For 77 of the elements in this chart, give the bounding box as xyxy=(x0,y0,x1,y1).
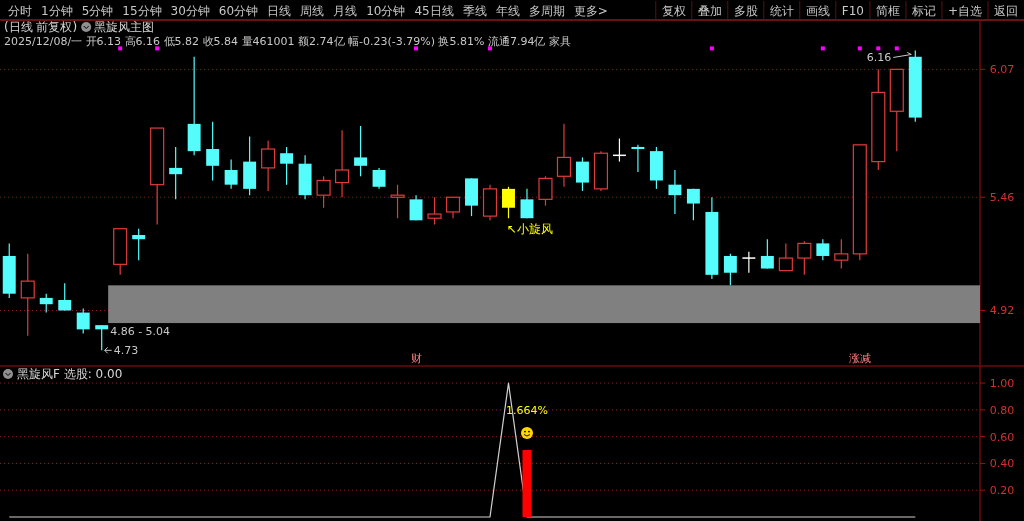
text: 季线 xyxy=(462,4,487,18)
text: 周线 xyxy=(300,4,325,18)
text: 叠加 xyxy=(697,4,722,18)
text: F10 xyxy=(841,4,864,18)
candlestick xyxy=(372,167,386,190)
y-tick-label: 5.46 xyxy=(989,191,1015,205)
candlestick xyxy=(76,307,90,335)
candlestick xyxy=(668,169,682,215)
candlestick xyxy=(631,144,645,173)
y-tick-label: 0.60 xyxy=(989,430,1015,444)
candlestick xyxy=(520,188,534,219)
text: 30分钟 xyxy=(170,4,210,18)
y-tick-label: 1.00 xyxy=(989,377,1015,391)
band-label: 4.86 - 5.04 xyxy=(110,325,171,339)
candlestick xyxy=(797,240,812,276)
annotation: 1.664% xyxy=(506,404,548,418)
chart-subtitle: 2025/12/08/一 开6.13 高6.16 低5.82 收5.84 量461001 额2.74亿 幅-0.23(-3.79%) 换5.81% 流通7.94亿 家具 xyxy=(4,35,571,48)
candlestick xyxy=(20,253,35,337)
y-tick-label: 0.40 xyxy=(989,457,1015,471)
candlestick xyxy=(206,121,220,182)
candlestick xyxy=(445,196,461,219)
text: 60分钟 xyxy=(218,4,259,18)
text: 多股 xyxy=(733,4,758,18)
candlestick xyxy=(409,194,423,221)
text: 返回 xyxy=(994,4,1018,18)
text: 10分钟 xyxy=(366,4,406,18)
y-tick-label: 0.80 xyxy=(989,403,1015,417)
candlestick xyxy=(778,242,793,272)
text: 多周期 xyxy=(528,4,565,18)
candlestick xyxy=(58,282,72,312)
candlestick xyxy=(816,238,830,261)
text: 统计 xyxy=(769,4,794,18)
candlestick xyxy=(261,140,276,192)
candlestick xyxy=(575,156,589,192)
candlestick xyxy=(502,186,515,219)
candlestick xyxy=(723,253,737,286)
annotation: ↖小旋风 xyxy=(506,222,553,237)
y-tick-label: 4.92 xyxy=(989,304,1015,318)
candlestick xyxy=(280,146,294,186)
text: 分时 xyxy=(8,4,32,18)
text: 复权 xyxy=(661,4,686,18)
candlestick xyxy=(335,129,350,198)
candlestick xyxy=(556,123,572,188)
annotation: 6.16 xyxy=(866,51,892,65)
text: 更多> xyxy=(573,4,608,18)
text: 标记 xyxy=(910,4,936,18)
candlestick xyxy=(538,175,553,207)
candlestick xyxy=(39,293,53,314)
candlestick xyxy=(742,251,756,274)
annotation: 涨减 xyxy=(848,352,871,365)
y-tick-label: 6.07 xyxy=(989,63,1015,77)
annotation: 4.73 xyxy=(113,344,139,358)
candlestick xyxy=(390,184,405,219)
text: 月线 xyxy=(333,4,358,18)
candlestick xyxy=(760,238,774,270)
candlestick xyxy=(224,158,238,190)
text: 15分钟 xyxy=(122,4,162,18)
candlestick xyxy=(316,175,331,209)
candlestick xyxy=(132,228,146,261)
candlestick xyxy=(686,188,700,221)
text: 45日线 xyxy=(414,4,454,18)
y-tick-label: 0.20 xyxy=(989,484,1015,498)
text: 年线 xyxy=(495,4,520,18)
chart-title: 黑旋风F 选股: 0.00 xyxy=(17,367,123,381)
candlestick xyxy=(354,125,368,177)
candlestick xyxy=(427,196,442,226)
text: 日线 xyxy=(267,4,292,18)
candlestick xyxy=(834,238,849,270)
text: +自选 xyxy=(947,4,982,18)
text: 画线 xyxy=(805,4,830,18)
text: 5分钟 xyxy=(81,4,114,18)
chart-title: (日线 前复权) xyxy=(4,20,78,34)
candlestick xyxy=(169,146,183,200)
text: 黑旋风主图 xyxy=(94,20,155,34)
text: 简框 xyxy=(875,4,900,18)
text: 1分钟 xyxy=(41,4,73,18)
annotation: 财 xyxy=(410,352,422,365)
